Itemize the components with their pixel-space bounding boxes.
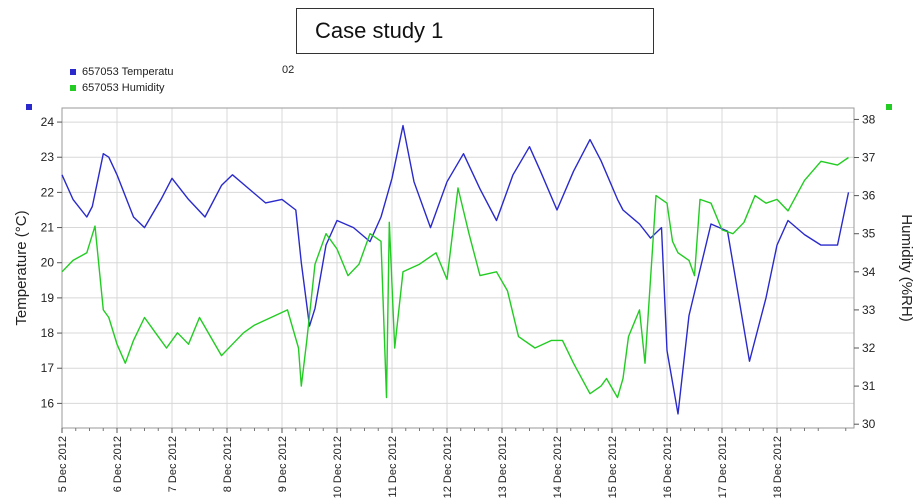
chart-grid — [61, 108, 854, 428]
right-tick-label: 31 — [862, 379, 876, 393]
x-tick-label: 18 Dec 2012 — [772, 436, 784, 498]
x-tick-label: 15 Dec 2012 — [607, 436, 619, 498]
left-tick-label: 22 — [41, 185, 55, 199]
x-ticks: 5 Dec 2012 6 Dec 2012 7 Dec 2012 8 Dec 2012… — [57, 428, 847, 498]
x-tick-label: 10 Dec 2012 — [332, 436, 344, 498]
right-axis-marker — [886, 104, 892, 110]
left-tick-label: 19 — [41, 291, 55, 305]
case-study-title: Case study 1 — [315, 18, 444, 43]
left-tick-label: 17 — [41, 361, 55, 375]
left-axis-marker — [26, 104, 32, 110]
x-tick-label: 12 Dec 2012 — [442, 436, 454, 498]
legend-label-temperature: 657053 Temperatu — [82, 66, 174, 78]
case-study-title-box: Case study 1 — [296, 8, 654, 54]
left-y-ticks: 16 17 18 19 20 21 22 23 24 — [41, 115, 62, 410]
legend-label-humidity: 657053 Humidity — [82, 82, 165, 94]
left-tick-label: 23 — [41, 150, 55, 164]
right-axis-title: Humidity (%RH) — [898, 214, 914, 322]
legend-item-temperature: 657053 Temperatu — [70, 64, 174, 80]
right-tick-label: 35 — [862, 227, 876, 241]
x-tick-label: 13 Dec 2012 — [497, 436, 509, 498]
right-y-ticks: 30 31 32 33 34 35 36 37 38 — [854, 112, 876, 431]
right-tick-label: 36 — [862, 189, 876, 203]
legend-item-humidity: 657053 Humidity — [70, 80, 174, 96]
left-tick-label: 24 — [41, 115, 55, 129]
humidity-series-line — [61, 156, 849, 399]
right-tick-label: 32 — [862, 341, 876, 355]
x-tick-label: 6 Dec 2012 — [112, 436, 124, 492]
x-tick-label: 14 Dec 2012 — [552, 436, 564, 498]
chart-legend: 657053 Temperatu 657053 Humidity — [70, 64, 174, 96]
legend-swatch-humidity — [70, 85, 76, 91]
right-tick-label: 37 — [862, 151, 876, 165]
x-tick-label: 7 Dec 2012 — [167, 436, 179, 492]
x-tick-label: 11 Dec 2012 — [387, 436, 399, 498]
left-tick-label: 16 — [41, 396, 55, 410]
plot-frame — [61, 107, 855, 429]
right-tick-label: 34 — [862, 265, 876, 279]
x-tick-label: 8 Dec 2012 — [222, 436, 234, 492]
x-tick-label: 9 Dec 2012 — [277, 436, 289, 492]
left-tick-label: 20 — [41, 256, 55, 270]
left-tick-label: 18 — [41, 326, 55, 340]
legend-swatch-temperature — [70, 69, 76, 75]
x-tick-label: 17 Dec 2012 — [717, 436, 729, 498]
right-tick-label: 30 — [862, 417, 876, 431]
right-tick-label: 33 — [862, 303, 876, 317]
temperature-series-line — [61, 124, 850, 415]
x-tick-label: 16 Dec 2012 — [662, 436, 674, 498]
left-axis-title: Temperature (°C) — [13, 210, 30, 325]
left-tick-label: 21 — [41, 221, 55, 235]
series-group — [61, 124, 850, 415]
x-tick-label: 5 Dec 2012 — [57, 436, 69, 492]
right-tick-label: 38 — [862, 112, 876, 126]
legend-extra-text: 02 — [282, 64, 295, 76]
